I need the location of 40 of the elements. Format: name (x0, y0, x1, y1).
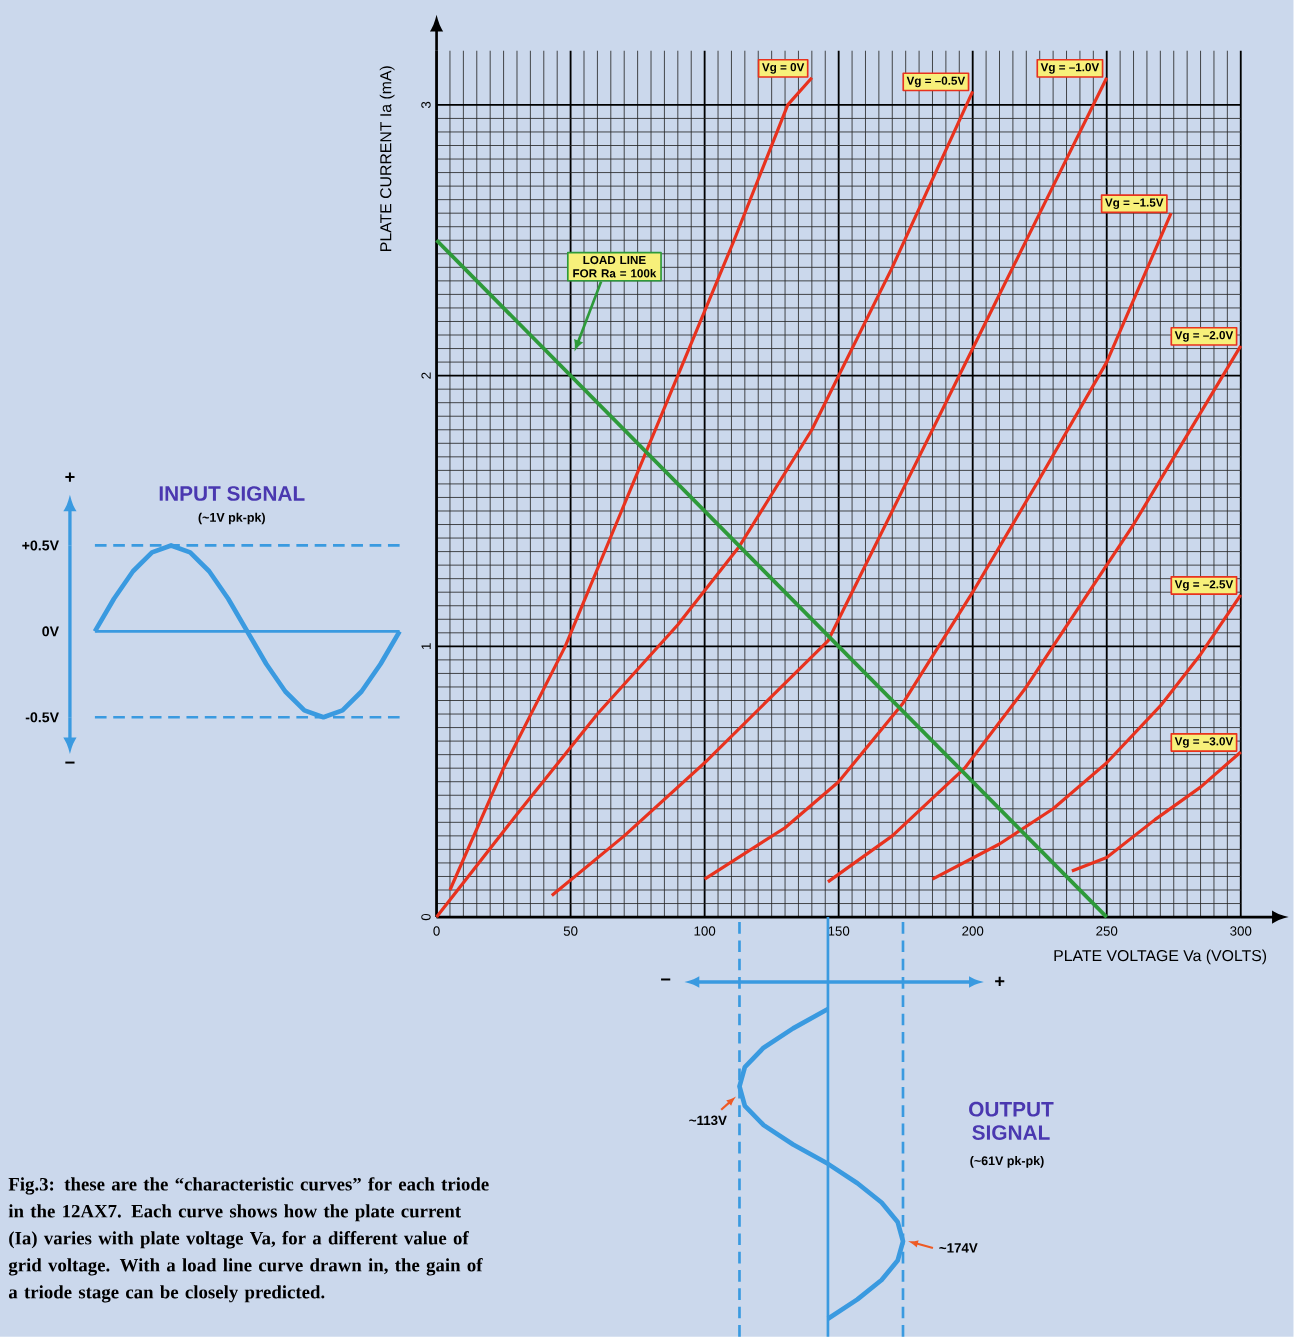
x-tick-label: 250 (1096, 926, 1118, 936)
line-series (931, 593, 1243, 881)
text: + (65, 472, 75, 482)
x-tick-label: 300 (1230, 926, 1252, 936)
text: LOAD LINE FOR Ra = 100k (573, 255, 657, 278)
line-series (826, 344, 1243, 884)
y-tick-label: 3 (421, 101, 431, 109)
x-tick-label: 200 (962, 926, 984, 936)
text: (~61V pk-pk) (970, 1156, 1044, 1168)
series-label: Vg = –2.5V (1174, 580, 1234, 591)
y-axis-title: PLATE CURRENT Ia (mA) (379, 66, 395, 251)
text: + (995, 976, 1005, 986)
x-tick-label: 0 (433, 926, 440, 936)
series-label: Vg = –1.0V (1040, 63, 1100, 74)
line-series (1070, 750, 1243, 873)
y-tick-label: 0 (421, 913, 431, 921)
chart-subtitle: (~1V pk-pk) (198, 512, 266, 525)
x-tick-label: 150 (828, 926, 850, 936)
text: OUTPUT SIGNAL (969, 1101, 1054, 1140)
series-label: Vg = –2.0V (1174, 331, 1234, 342)
y-tick-label: 0V (42, 626, 60, 637)
line-series (435, 89, 975, 919)
annotation: ~174V (939, 1243, 978, 1253)
x-axis-title: PLATE VOLTAGE Va (VOLTS) (1054, 949, 1267, 965)
chart-title: INPUT SIGNAL (159, 486, 305, 501)
x-tick-label: 100 (694, 926, 716, 936)
text: − (661, 978, 671, 981)
y-tick-label: 1 (421, 643, 431, 650)
annotation: Fig.3: these are the “characteristic curves” for each triode in the 12AX7. Each curve shows how the plate current (Ia) varies with plate voltage Va, for a different value of grid voltage. With a load line curve drawn in, the gain of a triode stage can be closely predicted. (8, 1177, 489, 1303)
line-series (703, 211, 1173, 881)
x-tick-label: 50 (563, 926, 578, 936)
series-label: Vg = –1.5V (1105, 198, 1164, 210)
text: − (65, 761, 75, 764)
series-label: Vg = –3.0V (1174, 737, 1234, 748)
y-tick-label: -0.5V (25, 712, 60, 723)
annotation: ~113V (689, 1115, 727, 1126)
y-tick-label: +0.5V (22, 540, 60, 551)
y-tick-label: 2 (421, 372, 431, 379)
series-label: Vg = 0V (762, 63, 805, 74)
series-label: Vg = –0.5V (906, 76, 966, 88)
